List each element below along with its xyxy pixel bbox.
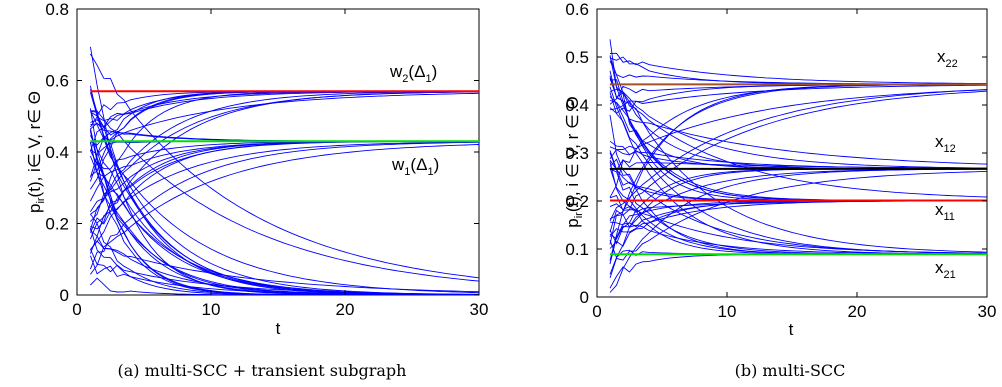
y-tick-label: 0.6 bbox=[45, 72, 69, 91]
trajectories-a bbox=[89, 46, 480, 296]
reference-lines-b bbox=[610, 83, 987, 256]
y-tick-label: 0.1 bbox=[565, 240, 589, 259]
trajectory-line bbox=[609, 100, 988, 165]
caption-b: (b) multi-SCC bbox=[735, 361, 846, 380]
annotation-x22: x22 bbox=[937, 47, 958, 70]
trajectory-line bbox=[609, 170, 988, 279]
y-axis-label-b: pir(t), i ∈ V, r ∈ Θ bbox=[563, 96, 585, 227]
x-tick-label: 10 bbox=[718, 302, 737, 321]
trajectory-line bbox=[90, 92, 480, 146]
trajectory-line bbox=[609, 84, 987, 114]
y-tick-label: 0.8 bbox=[45, 0, 69, 19]
y-tick-label: 0.4 bbox=[45, 143, 69, 162]
y-tick-label: 0.6 bbox=[565, 0, 589, 19]
trajectory-line bbox=[609, 89, 988, 222]
trajectory-line bbox=[90, 53, 480, 279]
caption-a: (a) multi-SCC + transient subgraph bbox=[118, 361, 407, 380]
trajectory-line bbox=[89, 248, 480, 295]
trajectory-line bbox=[90, 110, 480, 282]
ticks-b: 0 10 20 30 0 0.1 0.2 0.3 0.4 0.5 0.6 bbox=[565, 0, 996, 321]
reference-lines-a bbox=[90, 90, 479, 143]
y-tick-label: 0.3 bbox=[565, 144, 589, 163]
trajectory-line bbox=[89, 135, 479, 296]
x-tick-label: 30 bbox=[978, 302, 997, 321]
y-axis-label-a: pir(t), i∈ V, r∈ Θ bbox=[25, 91, 47, 213]
trajectory-line bbox=[89, 141, 480, 270]
y-tick-label: 0.5 bbox=[565, 48, 589, 67]
trajectory-line bbox=[609, 52, 988, 85]
x-tick-label: 20 bbox=[336, 300, 355, 319]
x-axis-label-a: t bbox=[276, 319, 281, 338]
y-tick-label: 0.4 bbox=[565, 96, 589, 115]
plot-area-b bbox=[596, 8, 988, 298]
x-tick-label: 30 bbox=[470, 300, 489, 319]
trajectory-line bbox=[609, 89, 988, 159]
y-tick-label: 0 bbox=[580, 288, 589, 307]
x-axis-label-b: t bbox=[789, 320, 794, 339]
trajectory-line bbox=[609, 56, 988, 253]
x-tick-label: 20 bbox=[848, 302, 867, 321]
annotation-x21: x21 bbox=[935, 258, 956, 281]
trajectory-line bbox=[89, 141, 480, 233]
x-tick-label: 0 bbox=[592, 302, 601, 321]
y-tick-label: 0.2 bbox=[565, 192, 589, 211]
y-tick-label: 0 bbox=[60, 286, 69, 305]
x-tick-label: 10 bbox=[202, 300, 221, 319]
panel-b: 0 10 20 30 0 0.1 0.2 0.3 0.4 0.5 0.6 pir(t), i ∈ V… bbox=[563, 0, 996, 380]
annotation-x11: x11 bbox=[935, 200, 955, 223]
x-tick-label: 0 bbox=[72, 300, 81, 319]
trajectory-line bbox=[90, 91, 479, 222]
annotation-w1: w1(Δ1) bbox=[391, 155, 439, 178]
trajectory-line bbox=[90, 240, 480, 293]
ticks-a: 0 10 20 30 0 0.2 0.4 0.6 0.8 bbox=[45, 0, 488, 319]
trajectory-line bbox=[609, 194, 988, 254]
trajectory-line bbox=[609, 75, 988, 198]
plot-area-a bbox=[76, 8, 480, 296]
y-tick-label: 0.2 bbox=[45, 215, 69, 234]
annotation-w2: w2(Δ1) bbox=[389, 62, 437, 85]
annotation-x12: x12 bbox=[935, 132, 956, 155]
